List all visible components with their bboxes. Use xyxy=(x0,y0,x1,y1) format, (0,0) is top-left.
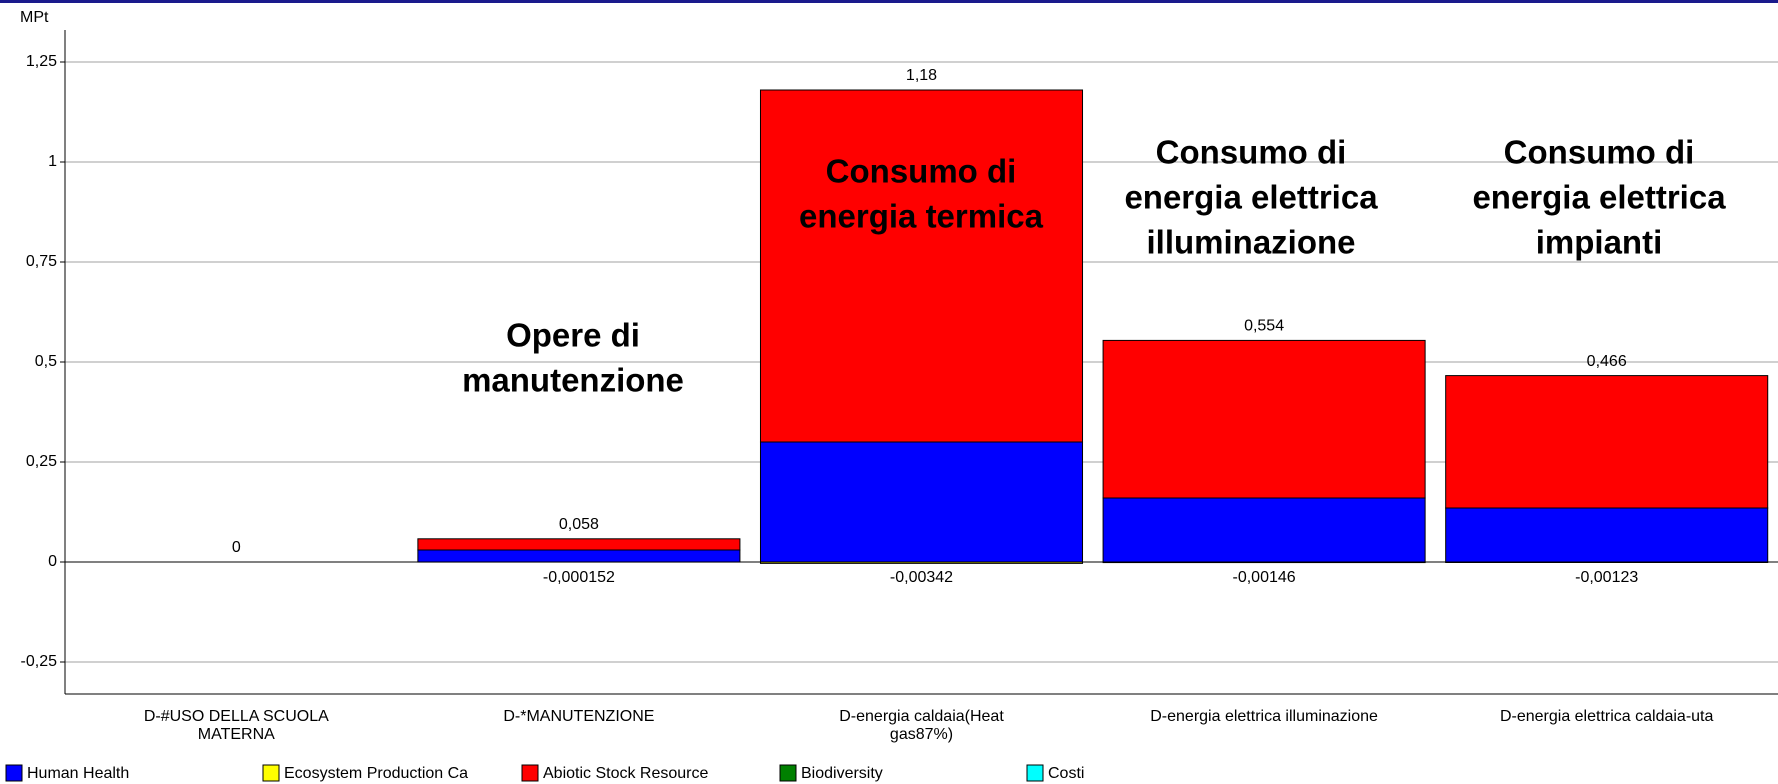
y-axis-label: MPt xyxy=(20,9,49,26)
annotation: Opere di xyxy=(506,317,640,354)
y-tick-label: 1,25 xyxy=(26,53,57,70)
total-label: 0,554 xyxy=(1244,318,1284,335)
legend-swatch xyxy=(262,764,280,782)
y-tick-label: 0 xyxy=(48,553,57,570)
annotation: impianti xyxy=(1536,224,1663,261)
x-tick-label: D-*MANUTENZIONE xyxy=(503,708,655,725)
legend-swatch xyxy=(5,764,23,782)
annotation: illuminazione xyxy=(1146,224,1355,261)
total-label: 0,466 xyxy=(1587,353,1627,370)
x-tick-label: D-energia caldaia(Heat gas87%) xyxy=(839,708,1004,743)
y-tick-label: 0,75 xyxy=(26,253,57,270)
annotation: manutenzione xyxy=(462,362,684,399)
annotation: Consumo di xyxy=(1504,134,1695,171)
bar-segment xyxy=(759,441,1084,563)
bar-segment xyxy=(1445,507,1769,563)
bar-segment xyxy=(759,561,1084,564)
y-tick-label: -0,25 xyxy=(21,653,58,670)
bar-segment xyxy=(1102,339,1426,499)
negative-label: -0,00146 xyxy=(1233,569,1296,586)
top-border xyxy=(0,0,1778,3)
annotation: energia termica xyxy=(799,198,1044,235)
y-tick-label: 0,25 xyxy=(26,453,57,470)
negative-label: -0,000152 xyxy=(543,569,615,586)
annotation: Consumo di xyxy=(826,153,1017,190)
bar-segment xyxy=(417,549,741,563)
total-label: 1,18 xyxy=(906,67,937,84)
annotation: energia elettrica xyxy=(1124,179,1378,216)
negative-label: -0,00123 xyxy=(1575,569,1638,586)
total-label: 0,058 xyxy=(559,516,599,533)
legend-swatch xyxy=(779,764,797,782)
legend-label: Human Health xyxy=(27,765,129,782)
x-tick-label: D-energia elettrica caldaia-uta xyxy=(1499,708,1714,725)
y-tick-label: 1 xyxy=(48,153,57,170)
bar-segment xyxy=(1445,375,1769,509)
annotation: energia elettrica xyxy=(1472,179,1726,216)
total-label: 0 xyxy=(232,539,241,556)
negative-label: -0,00342 xyxy=(890,569,953,586)
legend-label: Biodiversity xyxy=(801,765,883,782)
bar-segment xyxy=(759,89,1084,443)
x-tick-label: D-energia elettrica illuminazione xyxy=(1150,708,1378,725)
x-tick-label: D-#USO DELLA SCUOLA MATERNA xyxy=(143,708,329,743)
bar-segment xyxy=(1102,497,1426,563)
annotation: Consumo di xyxy=(1156,134,1347,171)
bar-segment xyxy=(1102,561,1426,564)
legend-swatch xyxy=(521,764,539,782)
legend-label: Ecosystem Production Ca xyxy=(284,765,468,782)
y-tick-label: 0,5 xyxy=(35,353,57,370)
legend-swatch xyxy=(1026,764,1044,782)
legend-label: Costi xyxy=(1048,765,1084,782)
bar-segment xyxy=(417,538,741,551)
legend-label: Abiotic Stock Resource xyxy=(543,765,709,782)
